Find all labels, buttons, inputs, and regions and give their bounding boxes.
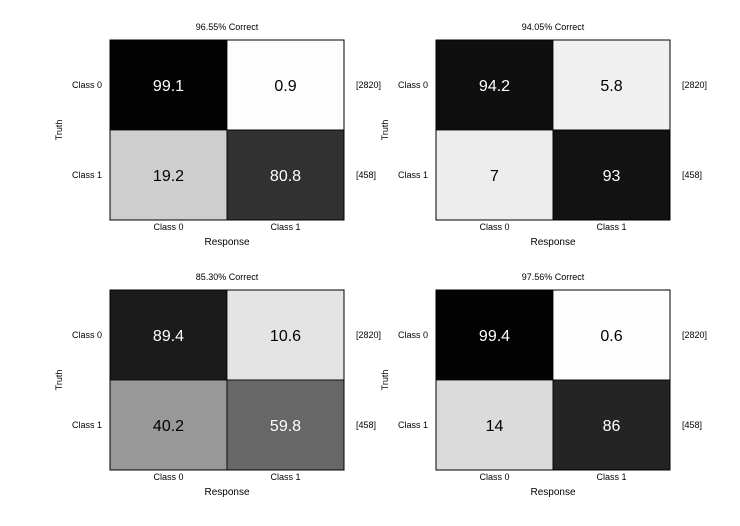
cell-value-label: 99.1 xyxy=(153,78,184,95)
plot-frame xyxy=(109,39,345,221)
matrix-cell xyxy=(109,129,228,221)
matrix-cell xyxy=(109,39,228,131)
cell-value-label: 5.8 xyxy=(600,78,622,95)
x-tick-label: Class 1 xyxy=(270,222,300,232)
panel-title: 85.30% Correct xyxy=(196,272,259,282)
confusion-matrix-panel: 85.30% Correct 89.4 10.6 40.2 59.8 Class 0 Cla… xyxy=(54,272,381,498)
cell-value-label: 59.8 xyxy=(270,418,301,435)
x-tick-label: Class 1 xyxy=(270,472,300,482)
row-count-label: [2820] xyxy=(682,80,707,90)
cell-value-label: 86 xyxy=(603,418,621,435)
plot-frame xyxy=(109,289,345,471)
x-axis-label: Response xyxy=(204,237,249,248)
plot-frame xyxy=(435,289,671,471)
row-count-label: [458] xyxy=(682,420,702,430)
x-tick-label: Class 0 xyxy=(479,472,509,482)
row-count-label: [2820] xyxy=(356,80,381,90)
y-tick-label: Class 0 xyxy=(398,330,428,340)
cell-value-label: 19.2 xyxy=(153,168,184,185)
matrix-cell xyxy=(552,129,671,221)
cell-value-label: 0.9 xyxy=(274,78,296,95)
matrix-cell xyxy=(109,289,228,381)
matrix-cell xyxy=(226,379,345,471)
x-tick-label: Class 0 xyxy=(153,472,183,482)
row-count-label: [2820] xyxy=(682,330,707,340)
x-axis-label: Response xyxy=(530,237,575,248)
plot-frame xyxy=(435,39,671,221)
y-axis-label: Truth xyxy=(380,370,390,391)
matrix-cell xyxy=(226,289,345,381)
y-axis-label: Truth xyxy=(380,120,390,141)
x-tick-label: Class 0 xyxy=(479,222,509,232)
matrix-cell xyxy=(552,289,671,381)
y-tick-label: Class 0 xyxy=(72,330,102,340)
panel-title: 96.55% Correct xyxy=(196,22,259,32)
y-axis-label: Truth xyxy=(54,120,64,141)
x-axis-label: Response xyxy=(530,487,575,498)
cell-value-label: 14 xyxy=(486,418,504,435)
panel-title: 97.56% Correct xyxy=(522,272,585,282)
cell-value-label: 94.2 xyxy=(479,78,510,95)
row-count-label: [458] xyxy=(682,170,702,180)
row-count-label: [458] xyxy=(356,420,376,430)
row-count-label: [2820] xyxy=(356,330,381,340)
matrix-cell xyxy=(552,39,671,131)
y-tick-label: Class 1 xyxy=(398,170,428,180)
x-tick-label: Class 1 xyxy=(596,222,626,232)
cell-value-label: 40.2 xyxy=(153,418,184,435)
y-tick-label: Class 1 xyxy=(398,420,428,430)
matrix-cell xyxy=(552,379,671,471)
cell-value-label: 80.8 xyxy=(270,168,301,185)
cell-value-label: 0.6 xyxy=(600,328,622,345)
cell-value-label: 99.4 xyxy=(479,328,510,345)
y-tick-label: Class 0 xyxy=(72,80,102,90)
cell-value-label: 10.6 xyxy=(270,328,301,345)
cell-value-label: 89.4 xyxy=(153,328,184,345)
confusion-matrix-panel: 97.56% Correct 99.4 0.6 14 86 Class 0 Class 1 C… xyxy=(380,272,707,498)
matrix-cell xyxy=(109,379,228,471)
y-tick-label: Class 0 xyxy=(398,80,428,90)
matrix-cell xyxy=(226,129,345,221)
matrix-cell xyxy=(226,39,345,131)
y-tick-label: Class 1 xyxy=(72,420,102,430)
confusion-matrix-panel: 96.55% Correct 99.1 0.9 19.2 80.8 Class 0 Clas… xyxy=(54,22,381,248)
confusion-matrix-panel: 94.05% Correct 94.2 5.8 7 93 Class 0 Class 1 Cl… xyxy=(380,22,707,248)
row-count-label: [458] xyxy=(356,170,376,180)
panel-title: 94.05% Correct xyxy=(522,22,585,32)
x-tick-label: Class 0 xyxy=(153,222,183,232)
cell-value-label: 7 xyxy=(490,168,499,185)
cell-value-label: 93 xyxy=(603,168,621,185)
y-tick-label: Class 1 xyxy=(72,170,102,180)
x-axis-label: Response xyxy=(204,487,249,498)
x-tick-label: Class 1 xyxy=(596,472,626,482)
y-axis-label: Truth xyxy=(54,370,64,391)
